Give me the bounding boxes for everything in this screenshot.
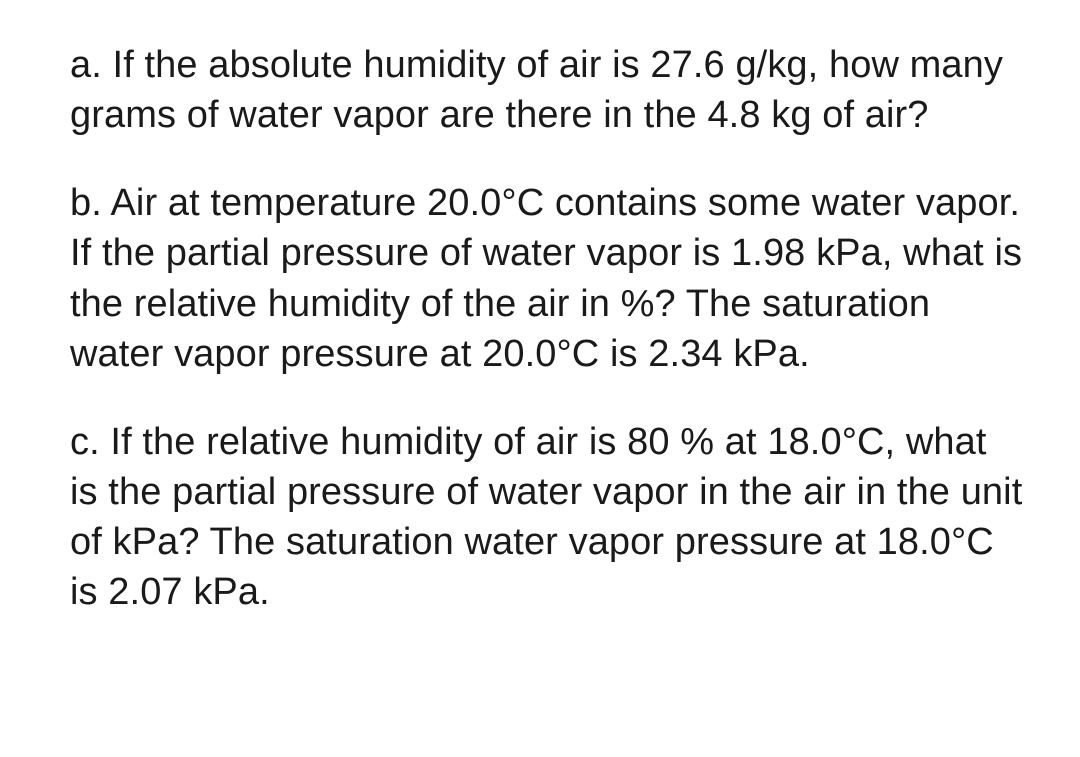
- document-page: a. If the absolute humidity of air is 27…: [0, 0, 1080, 757]
- question-b: b. Air at temperature 20.0°C contains so…: [70, 178, 1024, 379]
- question-a: a. If the absolute humidity of air is 27…: [70, 40, 1024, 140]
- question-c: c. If the relative humidity of air is 80…: [70, 417, 1024, 618]
